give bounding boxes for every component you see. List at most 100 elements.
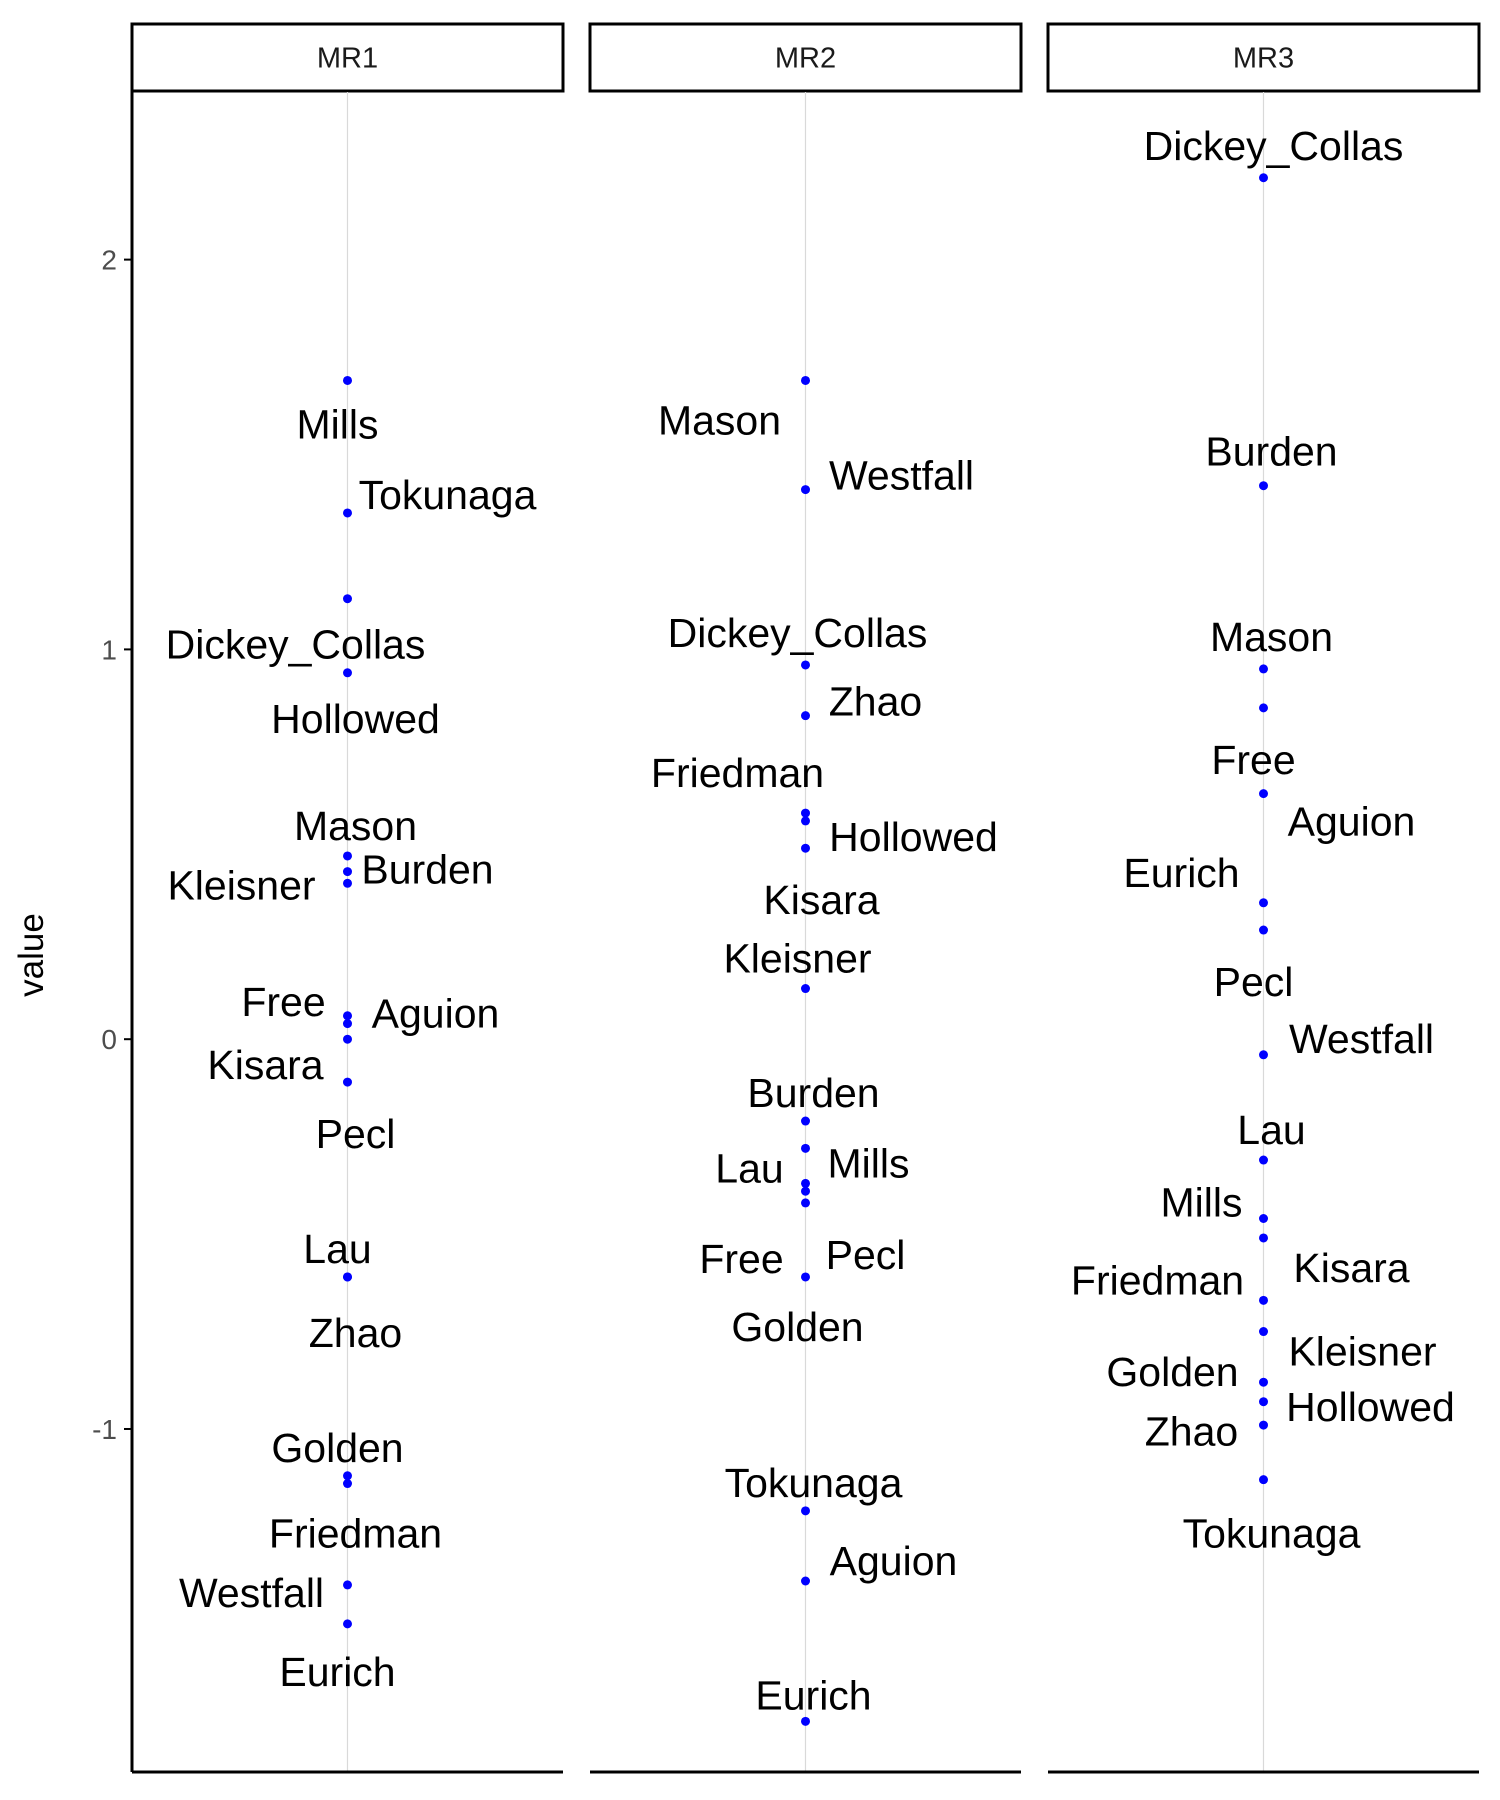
point-label: Mason: [294, 803, 417, 849]
point-label: Aguion: [830, 1538, 958, 1584]
data-point: [343, 1580, 352, 1590]
data-point: [1259, 789, 1268, 799]
point-label: Free: [241, 979, 325, 1025]
data-point: [1259, 1155, 1268, 1165]
point-label: Hollowed: [829, 814, 998, 860]
panels: MR1 Mills Tokunaga Dickey_Collas Hollowed Mas…: [130, 22, 1481, 1774]
data-point: [343, 1272, 352, 1282]
point-label: Eurich: [755, 1672, 871, 1718]
point-label: Westfall: [1289, 1016, 1434, 1062]
data-point: [801, 1272, 810, 1282]
point-label: Kisara: [1293, 1245, 1409, 1291]
point-label: Friedman: [651, 750, 824, 796]
data-point: [801, 1198, 810, 1208]
point-label: Mills: [828, 1140, 910, 1186]
data-point: [1259, 481, 1268, 491]
data-point: [801, 660, 810, 670]
data-point: [343, 1077, 352, 1087]
y-axis: -1 0 1 2: [92, 245, 132, 1445]
data-point: [1259, 664, 1268, 674]
data-point: [801, 1506, 810, 1516]
point-label: Burden: [361, 846, 493, 892]
data-point: [343, 1619, 352, 1629]
point-label: Dickey_Collas: [1144, 123, 1404, 169]
panel-mr3: MR3 Dickey_Collas Burden Mason Free Aguion Eur…: [1046, 22, 1481, 1774]
y-tick-label: -1: [92, 1414, 117, 1445]
data-point: [801, 1186, 810, 1196]
data-point: [343, 1019, 352, 1029]
data-point: [343, 594, 352, 604]
panel-mr2: MR2 Mason Westfall Dickey_Collas ZhaoFriedma…: [588, 22, 1023, 1774]
data-point: [801, 816, 810, 826]
y-axis-title: value: [12, 913, 51, 997]
data-point: [801, 485, 810, 495]
data-point: [343, 867, 352, 877]
data-point: [1259, 898, 1268, 908]
data-point: [343, 508, 352, 518]
point-label: Lau: [715, 1145, 783, 1191]
point-label: Hollowed: [1286, 1384, 1455, 1430]
data-point: [343, 375, 352, 385]
facet-strip: [1046, 22, 1481, 93]
point-label: Friedman: [269, 1511, 442, 1557]
data-point: [1259, 1050, 1268, 1060]
data-point: [801, 375, 810, 385]
y-tick-label: 2: [101, 245, 117, 276]
point-label: Kisara: [207, 1042, 323, 1088]
data-point: [1259, 1327, 1268, 1337]
point-label: Golden: [271, 1425, 403, 1471]
point-label: Burden: [1205, 429, 1337, 475]
point-label: Pecl: [826, 1232, 906, 1278]
data-point: [1259, 1295, 1268, 1305]
y-tick-label: 0: [101, 1024, 117, 1055]
data-point: [343, 1479, 352, 1489]
facet-strip: [130, 22, 565, 93]
point-label: Zhao: [829, 679, 922, 725]
point-label: Mills: [1161, 1179, 1243, 1225]
point-label: Westfall: [179, 1570, 324, 1616]
data-point: [801, 843, 810, 853]
point-label: Lau: [1237, 1107, 1305, 1153]
data-point: [1259, 1420, 1268, 1430]
point-label: Kleisner: [1288, 1329, 1436, 1375]
point-label: Westfall: [829, 453, 974, 499]
data-point: [801, 808, 810, 818]
facet-strip-label: MR2: [775, 43, 836, 75]
facet-strip: [588, 22, 1023, 93]
data-point: [343, 851, 352, 861]
point-label: Golden: [1106, 1349, 1238, 1395]
data-point: [801, 1143, 810, 1153]
point-label: Pecl: [316, 1111, 396, 1157]
point-label: Free: [699, 1236, 783, 1282]
data-point: [1259, 1377, 1268, 1387]
data-point: [343, 1034, 352, 1044]
point-label: Eurich: [279, 1649, 395, 1695]
point-label: Mason: [1210, 614, 1333, 660]
point-label: Golden: [731, 1304, 863, 1350]
point-label: Eurich: [1123, 850, 1239, 896]
point-label: Pecl: [1214, 959, 1294, 1005]
point-label: Aguion: [1288, 799, 1416, 845]
point-label: Kleisner: [167, 863, 315, 909]
point-label: Free: [1211, 737, 1295, 783]
data-point: [343, 668, 352, 678]
data-point: [1259, 703, 1268, 713]
data-point: [1259, 173, 1268, 183]
facet-strip-label: MR3: [1233, 43, 1294, 75]
point-label: Friedman: [1071, 1257, 1244, 1303]
data-point: [343, 878, 352, 888]
point-label: Tokunaga: [725, 1460, 903, 1506]
point-label: Hollowed: [271, 696, 440, 742]
point-label: Zhao: [1145, 1409, 1238, 1455]
data-point: [1259, 925, 1268, 935]
data-point: [343, 1011, 352, 1021]
point-label: Tokunaga: [1183, 1511, 1361, 1557]
y-tick-label: 1: [101, 634, 117, 665]
point-label: Tokunaga: [359, 472, 537, 518]
point-label: Dickey_Collas: [668, 610, 928, 656]
data-point: [1259, 1213, 1268, 1223]
facet-strip-label: MR1: [317, 43, 378, 75]
data-point: [801, 1576, 810, 1586]
point-label: Zhao: [309, 1310, 402, 1356]
